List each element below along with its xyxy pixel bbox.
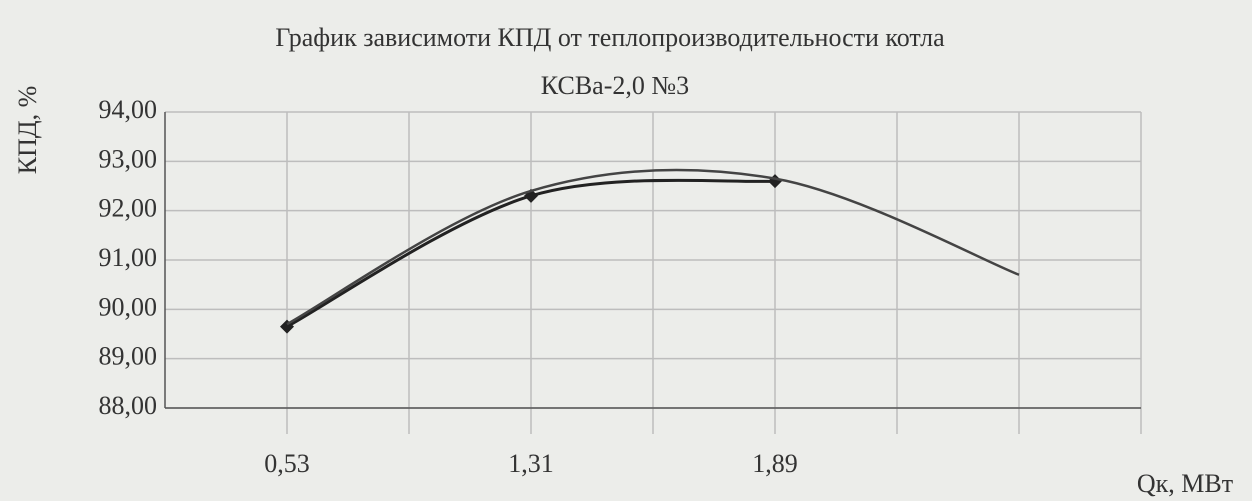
y-tick-label: 92,00 — [99, 194, 158, 223]
y-tick-label: 93,00 — [99, 144, 158, 173]
x-tick-label: 1,31 — [508, 449, 554, 478]
y-tick-label: 90,00 — [99, 292, 158, 321]
series-line — [286, 168, 1020, 326]
y-tick-label: 89,00 — [99, 342, 158, 371]
y-tick-label: 88,00 — [99, 391, 158, 420]
chart-title: График зависимоти КПД от теплопроизводит… — [275, 23, 945, 52]
x-tick-label: 1,89 — [752, 449, 798, 478]
y-axis-label: КПД, % — [13, 86, 42, 175]
x-tick-label: 0,53 — [264, 449, 310, 478]
chart-title: КСВа-2,0 №3 — [541, 71, 689, 100]
y-tick-label: 91,00 — [99, 243, 158, 272]
x-axis-label: Qк, МВт — [1137, 469, 1233, 498]
y-tick-label: 94,00 — [99, 95, 158, 124]
